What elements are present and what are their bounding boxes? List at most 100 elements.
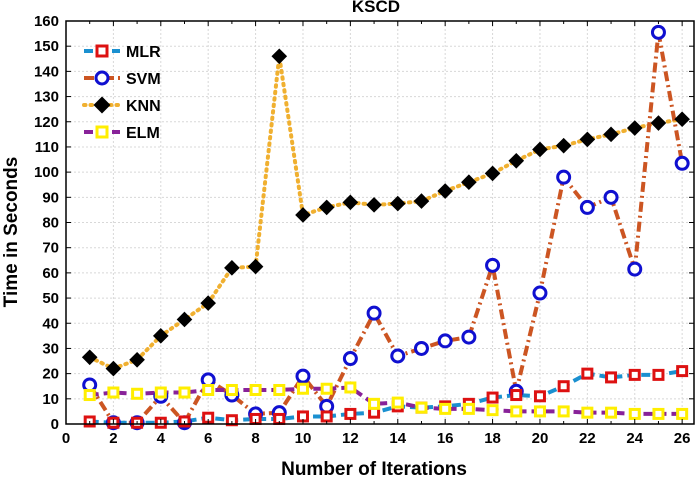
knn-point: [461, 174, 477, 191]
y-tick-label: 110: [35, 139, 59, 156]
elm-point: [581, 406, 594, 419]
y-tick-label: 0: [51, 416, 59, 433]
svm-point: [295, 368, 311, 384]
y-tick-label: 70: [42, 240, 59, 257]
elm-point: [368, 397, 381, 410]
knn-point: [532, 141, 548, 158]
x-tick-label: 6: [204, 430, 212, 447]
knn-point: [603, 126, 619, 143]
x-axis-label: Number of Iterations: [281, 459, 467, 480]
x-tick-label: 24: [626, 430, 643, 447]
elm-point: [391, 396, 404, 409]
x-tick-label: 8: [251, 430, 259, 447]
elm-point: [605, 406, 618, 419]
legend-label-mlr: MLR: [126, 44, 161, 61]
x-tick-label: 20: [532, 430, 549, 447]
y-tick-label: 150: [34, 38, 59, 55]
knn-point: [176, 311, 193, 328]
elm-point: [273, 383, 286, 396]
knn-point: [366, 197, 382, 213]
mlr-point: [676, 365, 689, 378]
y-tick-label: 20: [42, 366, 59, 383]
elm-point: [107, 386, 120, 399]
y-tick-label: 60: [42, 265, 59, 282]
svm-point: [342, 351, 358, 367]
mlr-point: [510, 389, 523, 402]
x-tick-label: 16: [437, 430, 454, 447]
svm-point: [556, 169, 572, 185]
elm-point: [154, 386, 167, 399]
knn-point: [413, 193, 430, 209]
knn-point: [579, 131, 596, 148]
mlr-legend-marker: [95, 44, 109, 58]
y-tick-label: 40: [42, 315, 59, 332]
svm-point: [603, 189, 619, 205]
elm-point: [557, 405, 570, 418]
y-tick-label: 160: [34, 13, 59, 30]
svm-point: [461, 329, 477, 345]
y-tick-label: 140: [34, 63, 59, 80]
elm-point: [249, 383, 262, 396]
elm-point: [131, 387, 144, 400]
legend-label-svm: SVM: [126, 71, 161, 88]
svm-point: [413, 340, 429, 356]
x-tick-label: 12: [342, 430, 359, 447]
elm-point: [296, 382, 309, 395]
knn-point: [200, 295, 216, 311]
legend: MLR SVM KNN ELM: [82, 44, 161, 142]
knn-point: [129, 351, 145, 368]
mlr-point: [605, 371, 618, 384]
svm-point: [674, 155, 690, 171]
chart-title: KSCD: [352, 0, 400, 16]
elm-point: [652, 407, 665, 420]
knn-point: [247, 258, 264, 275]
y-tick-label: 50: [42, 290, 59, 307]
knn-point: [555, 137, 572, 154]
y-tick-label: 90: [42, 189, 59, 206]
y-tick-label: 120: [34, 114, 59, 131]
knn-point: [318, 199, 335, 216]
knn-point: [152, 328, 169, 344]
x-tick-label: 2: [109, 430, 117, 447]
elm-point: [628, 407, 641, 420]
mlr-point: [320, 410, 333, 423]
mlr-point: [652, 368, 665, 381]
legend-label-knn: KNN: [126, 98, 161, 115]
svm-point: [579, 199, 595, 215]
x-tick-label: 4: [157, 430, 166, 447]
knn-point: [224, 260, 240, 276]
knn-point: [81, 349, 98, 366]
elm-point: [415, 401, 428, 414]
knn-point: [650, 115, 667, 131]
elm-point: [676, 407, 689, 420]
knn-point: [484, 165, 501, 182]
elm-point: [202, 383, 215, 396]
x-tick-label: 22: [579, 430, 596, 447]
knn-point: [342, 194, 359, 211]
knn-point: [626, 120, 643, 136]
svm-point: [390, 348, 406, 364]
svm-point: [437, 333, 453, 349]
elm-point: [83, 389, 96, 402]
mlr-point: [557, 380, 570, 393]
y-tick-label: 100: [34, 164, 59, 181]
x-tick-label: 18: [484, 430, 501, 447]
svm-point: [627, 261, 643, 277]
elm-point: [462, 402, 475, 415]
x-tick-label: 14: [389, 430, 406, 447]
svm-point: [485, 257, 501, 273]
svm-point: [366, 305, 382, 321]
y-tick-label: 130: [34, 89, 59, 106]
mlr-point: [628, 368, 641, 381]
knn-point: [437, 183, 453, 199]
knn-point: [105, 360, 122, 377]
x-tick-label: 26: [674, 430, 691, 447]
mlr-point: [581, 367, 594, 380]
x-tick-label: 10: [295, 430, 312, 447]
elm-point: [344, 381, 357, 394]
knn-point: [271, 48, 288, 65]
elm-legend-marker: [95, 125, 109, 139]
elm-point: [178, 386, 191, 399]
knn-point: [295, 207, 311, 223]
